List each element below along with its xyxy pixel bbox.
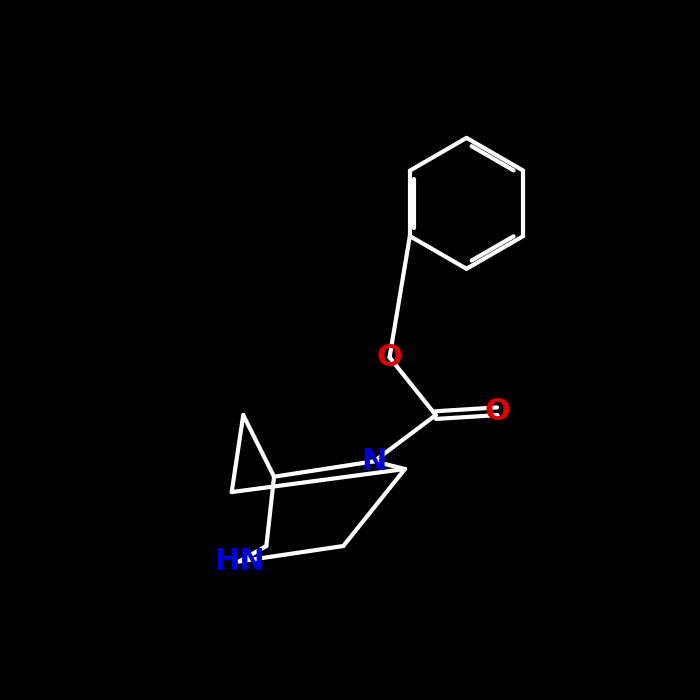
Text: O: O xyxy=(484,397,510,426)
Text: N: N xyxy=(361,447,387,476)
Text: HN: HN xyxy=(214,547,265,576)
Text: O: O xyxy=(377,343,402,372)
